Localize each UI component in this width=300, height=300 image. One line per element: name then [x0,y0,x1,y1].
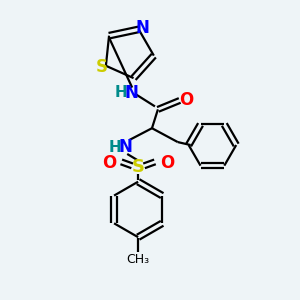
Text: S: S [96,58,108,76]
Text: N: N [124,83,138,101]
Text: N: N [118,138,132,156]
Text: N: N [136,20,150,38]
Text: S: S [132,158,145,176]
Text: O: O [102,154,116,172]
Text: H: H [115,85,128,100]
Text: O: O [179,92,194,110]
Text: H: H [109,140,122,154]
Text: CH₃: CH₃ [127,254,150,266]
Text: O: O [160,154,174,172]
